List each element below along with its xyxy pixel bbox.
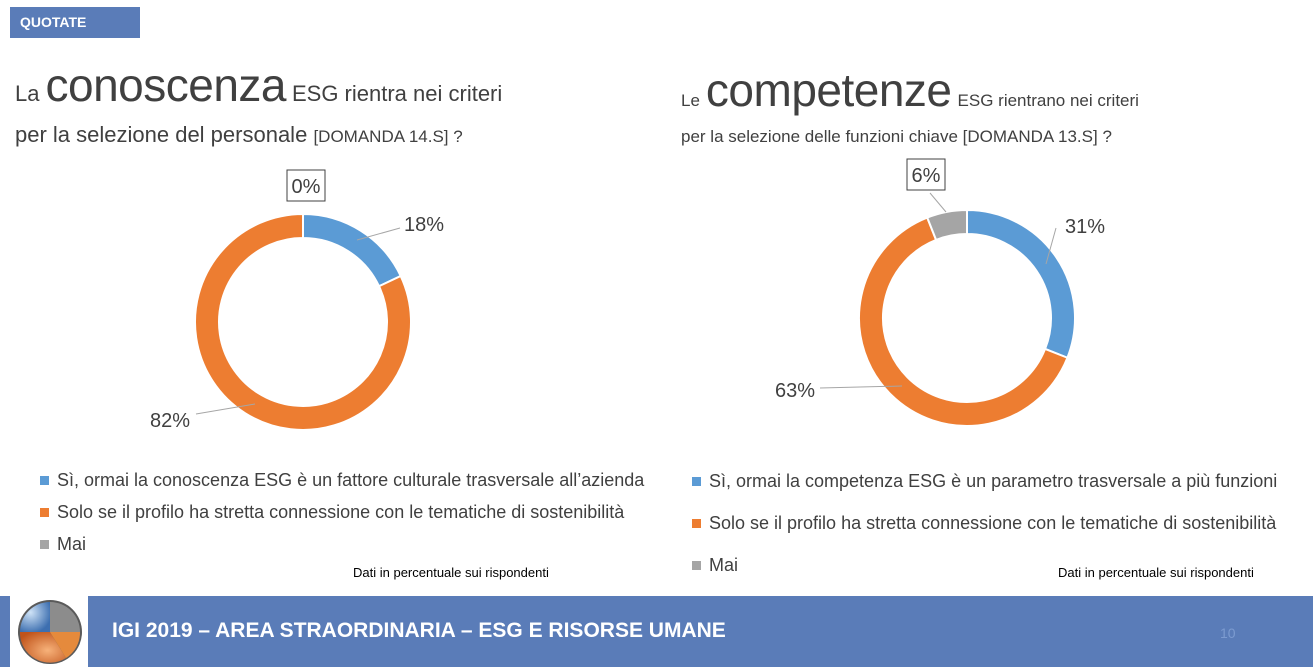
right-data-label-0: 31% <box>1065 216 1105 238</box>
footer-bar: IGI 2019 – AREA STRAORDINARIA – ESG E RI… <box>0 596 1313 667</box>
right-leader-line-2 <box>929 192 947 213</box>
right-slice-1 <box>858 216 1069 427</box>
left-legend-label-yes: Sì, ormai la conoscenza ESG è un fattore… <box>57 469 645 490</box>
sphere-logo-icon <box>18 600 82 664</box>
left-source-note: Dati in percentuale sui rispondenti <box>353 565 549 580</box>
left-legend-label-never: Mai <box>57 533 87 554</box>
right-data-label-2: 6% <box>912 165 941 187</box>
left-data-label-box-2 <box>286 169 326 202</box>
right-legend-item-yes: Sì, ormai la competenza ESG è un paramet… <box>692 460 1277 502</box>
left-legend: Sì, ormai la conoscenza ESG è un fattore… <box>40 464 644 560</box>
right-legend-item-never: Mai <box>692 544 1277 586</box>
left-legend-item-yes: Sì, ormai la conoscenza ESG è un fattore… <box>40 464 644 496</box>
right-leader-line-0 <box>1045 227 1057 265</box>
legend-swatch-blue <box>40 475 49 485</box>
logo <box>10 596 88 667</box>
left-leader-line-0 <box>356 227 401 241</box>
right-title-line2: per la selezione delle funzioni chiave [… <box>681 127 1112 146</box>
left-legend-item-never: Mai <box>40 528 644 560</box>
right-chart-title: Le competenze ESG rientrano nei criteri … <box>681 63 1139 147</box>
right-legend-label-only-if: Solo se il profilo ha stretta connession… <box>709 512 1277 533</box>
section-badge: QUOTATE <box>10 7 140 38</box>
left-slice-1 <box>194 212 412 431</box>
left-title-keyword: conoscenza <box>45 59 286 111</box>
right-data-label-box-2 <box>906 158 946 191</box>
left-title-line2: per la selezione del personale <box>15 122 308 147</box>
right-source-note: Dati in percentuale sui rispondenti <box>1058 565 1254 580</box>
donut-charts: 18% 82% 0% 31% 63% 6% <box>150 158 1105 432</box>
right-slice-2 <box>925 208 968 242</box>
left-data-label-0: 18% <box>404 214 444 236</box>
right-title-keyword: competenze <box>705 64 952 116</box>
legend-swatch-blue <box>692 476 701 486</box>
left-chart-title: La conoscenza ESG rientra nei criteri pe… <box>15 58 502 148</box>
right-data-label-1: 63% <box>775 380 815 402</box>
right-title-prefix: Le <box>681 91 700 110</box>
footer-title: IGI 2019 – AREA STRAORDINARIA – ESG E RI… <box>112 619 726 642</box>
right-leader-line-1 <box>819 385 903 389</box>
left-legend-label-only-if: Solo se il profilo ha stretta connession… <box>57 501 625 522</box>
left-leader-line-1 <box>195 403 256 415</box>
right-title-rest: ESG rientrano nei criteri <box>957 91 1139 110</box>
left-legend-item-only-if: Solo se il profilo ha stretta connession… <box>40 496 644 528</box>
left-title-question: [DOMANDA 14.S] ? <box>313 127 463 146</box>
left-title-rest: ESG rientra nei criteri <box>291 81 503 106</box>
right-legend-item-only-if: Solo se il profilo ha stretta connession… <box>692 502 1277 544</box>
legend-swatch-gray <box>692 560 701 570</box>
right-legend: Sì, ormai la competenza ESG è un paramet… <box>692 460 1277 586</box>
left-data-label-2: 0% <box>292 176 321 198</box>
legend-swatch-orange <box>692 518 701 528</box>
left-data-label-1: 82% <box>150 410 190 432</box>
left-title-prefix: La <box>15 81 40 106</box>
right-legend-label-never: Mai <box>709 554 739 575</box>
right-legend-label-yes: Sì, ormai la competenza ESG è un paramet… <box>709 470 1278 491</box>
left-slice-0 <box>302 212 403 288</box>
legend-swatch-orange <box>40 507 49 517</box>
right-slice-0 <box>966 208 1076 360</box>
page-number: 10 <box>1220 625 1236 641</box>
legend-swatch-gray <box>40 539 49 549</box>
